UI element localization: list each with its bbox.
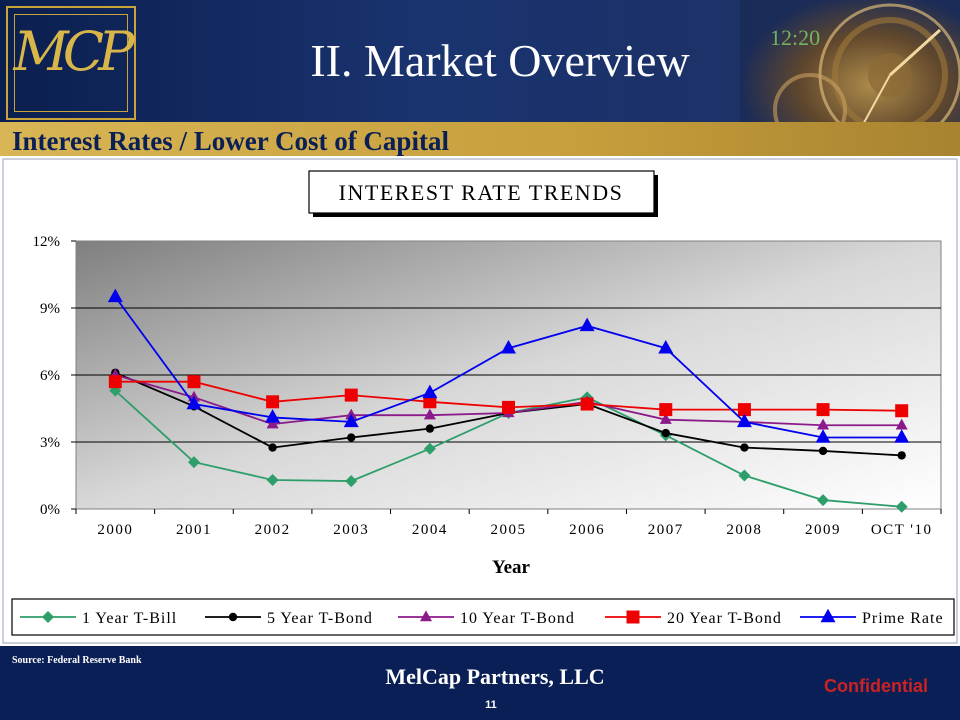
x-tick-label: 2006 xyxy=(569,522,605,538)
data-point xyxy=(737,403,751,417)
data-point xyxy=(186,395,202,410)
data-point xyxy=(895,418,908,430)
data-point xyxy=(265,409,281,423)
data-point xyxy=(736,413,752,428)
page-number: 11 xyxy=(485,699,497,711)
slide-header: MCP 12:20 II. Market Overview xyxy=(0,0,960,128)
x-tick-label: 2000 xyxy=(97,522,133,538)
data-point xyxy=(894,429,910,443)
legend-marker xyxy=(228,612,238,622)
y-tick-label: 6% xyxy=(40,368,60,384)
data-point xyxy=(659,413,672,424)
data-point xyxy=(268,443,277,452)
data-point xyxy=(659,403,673,417)
data-point xyxy=(422,384,438,399)
legend-marker xyxy=(626,610,640,624)
legend-label: 5 Year T-Bond xyxy=(267,610,373,627)
source-note: Source: Federal Reserve Bank xyxy=(12,655,142,666)
data-point xyxy=(344,388,358,402)
interest-rate-chart: INTEREST RATE TRENDS 0% 3% 6% 9% 12% 2000 200… xyxy=(2,158,958,644)
data-point xyxy=(187,375,201,389)
x-tick-label: 2008 xyxy=(726,522,762,538)
data-point xyxy=(740,443,749,452)
y-tick-label: 0% xyxy=(40,502,60,518)
chart-title-box xyxy=(308,170,655,214)
slide-subtitle: Interest Rates / Lower Cost of Capital xyxy=(12,126,449,156)
data-point xyxy=(343,413,359,428)
x-tick-label: 2001 xyxy=(176,522,212,538)
confidential-label: Confidential xyxy=(824,676,928,696)
y-tick-label: 12% xyxy=(33,234,61,250)
logo-monogram: MCP xyxy=(13,20,135,83)
data-point xyxy=(423,408,436,420)
data-point xyxy=(347,433,356,442)
x-tick-label: 2004 xyxy=(412,522,448,538)
data-point xyxy=(425,424,435,433)
data-point xyxy=(108,375,122,389)
legend-marker xyxy=(420,610,432,622)
data-point xyxy=(423,442,436,455)
legend-marker xyxy=(820,608,836,623)
slide-footer xyxy=(0,646,960,720)
y-tick-label: 3% xyxy=(40,435,60,451)
data-point xyxy=(817,494,830,507)
company-logo: MCP xyxy=(6,6,136,120)
chart-title: INTEREST RATE TRENDS xyxy=(339,180,624,205)
data-point xyxy=(423,395,437,409)
data-point xyxy=(661,428,670,438)
y-tick-label: 9% xyxy=(40,301,60,317)
data-point xyxy=(818,446,828,456)
data-point xyxy=(107,288,123,303)
data-point xyxy=(187,456,200,469)
data-point xyxy=(502,400,515,414)
x-tick-label: OCT '10 xyxy=(871,522,933,538)
data-point xyxy=(895,404,909,418)
slide-title: II. Market Overview xyxy=(310,35,690,86)
data-point xyxy=(658,339,674,354)
data-point xyxy=(897,451,906,460)
data-point xyxy=(738,469,751,482)
data-point xyxy=(266,473,279,486)
data-point xyxy=(816,403,830,417)
data-point xyxy=(817,418,830,430)
data-point xyxy=(345,475,358,488)
chart-legend xyxy=(11,598,955,636)
legend-label: Prime Rate xyxy=(862,610,944,627)
chart-area: INTEREST RATE TRENDS 0% 3% 6% 9% 12% 2000 200… xyxy=(0,156,960,646)
x-axis-title: Year xyxy=(492,557,531,578)
data-point xyxy=(579,317,595,332)
x-tick-label: 2009 xyxy=(805,522,841,538)
x-tick-label: 2007 xyxy=(648,522,684,538)
data-point xyxy=(266,395,280,409)
subtitle-bar xyxy=(0,122,960,156)
clock-image: 12:20 xyxy=(740,0,960,128)
legend-label: 1 Year T-Bill xyxy=(82,610,177,627)
data-point xyxy=(501,339,516,354)
x-tick-label: 2003 xyxy=(333,522,369,538)
svg-text:12:20: 12:20 xyxy=(770,25,820,50)
company-name: MelCap Partners, LLC xyxy=(385,664,605,689)
x-tick-label: 2002 xyxy=(255,522,291,538)
data-point xyxy=(895,500,908,513)
data-point xyxy=(580,397,594,411)
legend-label: 20 Year T-Bond xyxy=(667,610,782,627)
legend-marker xyxy=(42,611,54,623)
data-point xyxy=(815,429,831,443)
data-point xyxy=(266,417,279,429)
x-tick-label: 2005 xyxy=(491,522,527,538)
legend-label: 10 Year T-Bond xyxy=(460,610,575,627)
